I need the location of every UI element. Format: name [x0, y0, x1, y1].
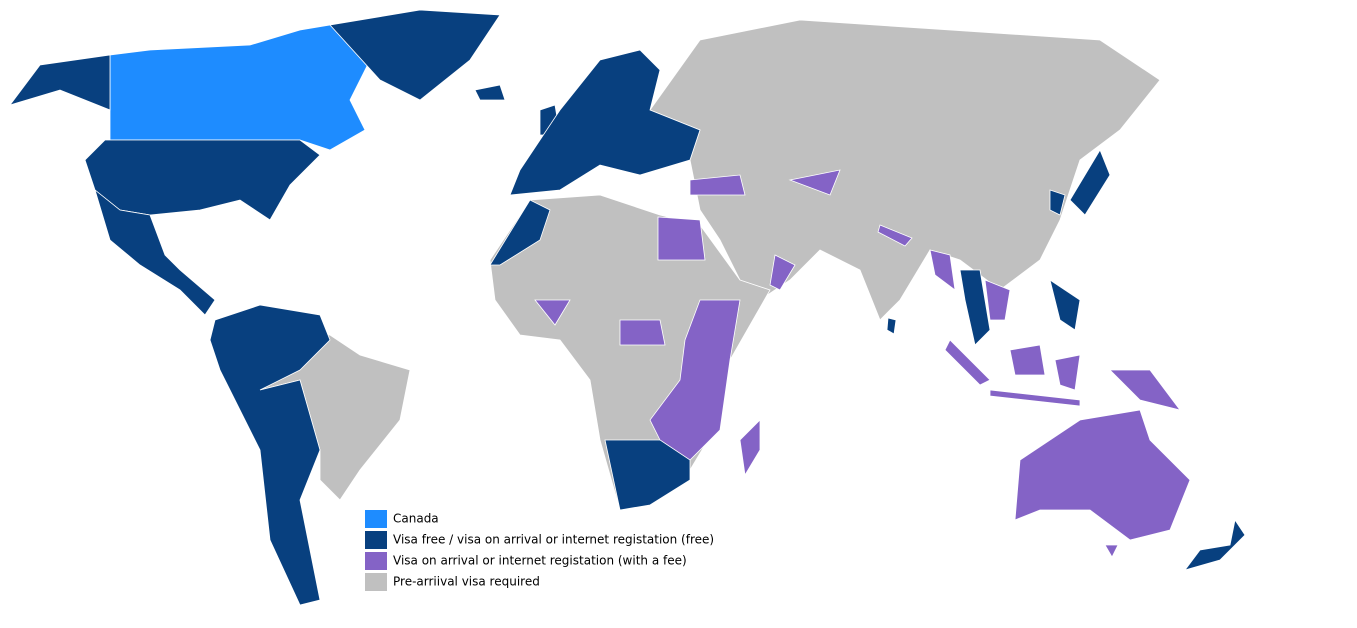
- thailand: [959, 269, 991, 346]
- legend-swatch: [365, 510, 387, 528]
- morocco: [489, 199, 551, 266]
- papua: [1109, 369, 1181, 411]
- alaska: [8, 54, 111, 111]
- greenland: [329, 9, 501, 101]
- kyrgyzstan: [788, 169, 841, 196]
- madagascar: [739, 419, 761, 477]
- south-america-west: [209, 304, 331, 606]
- sri-lanka: [886, 317, 897, 335]
- legend-label: Canada: [393, 512, 439, 526]
- australia: [1014, 409, 1191, 541]
- philippines: [1049, 279, 1081, 331]
- oman: [769, 254, 796, 291]
- turkey: [689, 174, 746, 196]
- sulawesi: [1054, 354, 1081, 391]
- legend-label: Visa on arrival or internet registation …: [393, 554, 687, 568]
- cambodia-laos: [984, 279, 1011, 321]
- legend-swatch: [365, 531, 387, 549]
- legend-label: Pre-arriival visa required: [393, 575, 540, 589]
- canada: [109, 19, 371, 151]
- new-zealand: [1183, 518, 1246, 571]
- east-africa: [649, 299, 741, 461]
- sumatra: [944, 339, 991, 386]
- west-africa: [534, 299, 571, 326]
- java: [989, 389, 1081, 407]
- usa: [84, 139, 321, 221]
- tasmania: [1104, 544, 1119, 558]
- central-africa: [619, 319, 666, 346]
- korea: [1049, 189, 1066, 216]
- legend-swatch: [365, 573, 387, 591]
- iceland: [474, 84, 506, 101]
- legend: Canada Visa free / visa on arrival or int…: [365, 510, 714, 591]
- borneo: [1009, 344, 1046, 376]
- countries: [8, 9, 1246, 606]
- legend-swatch: [365, 552, 387, 570]
- egypt: [657, 216, 706, 261]
- central-america: [94, 188, 216, 316]
- nepal: [877, 224, 913, 247]
- japan: [1069, 149, 1111, 216]
- myanmar: [929, 249, 956, 291]
- legend-label: Visa free / visa on arrival or internet …: [393, 533, 714, 547]
- europe: [509, 49, 701, 196]
